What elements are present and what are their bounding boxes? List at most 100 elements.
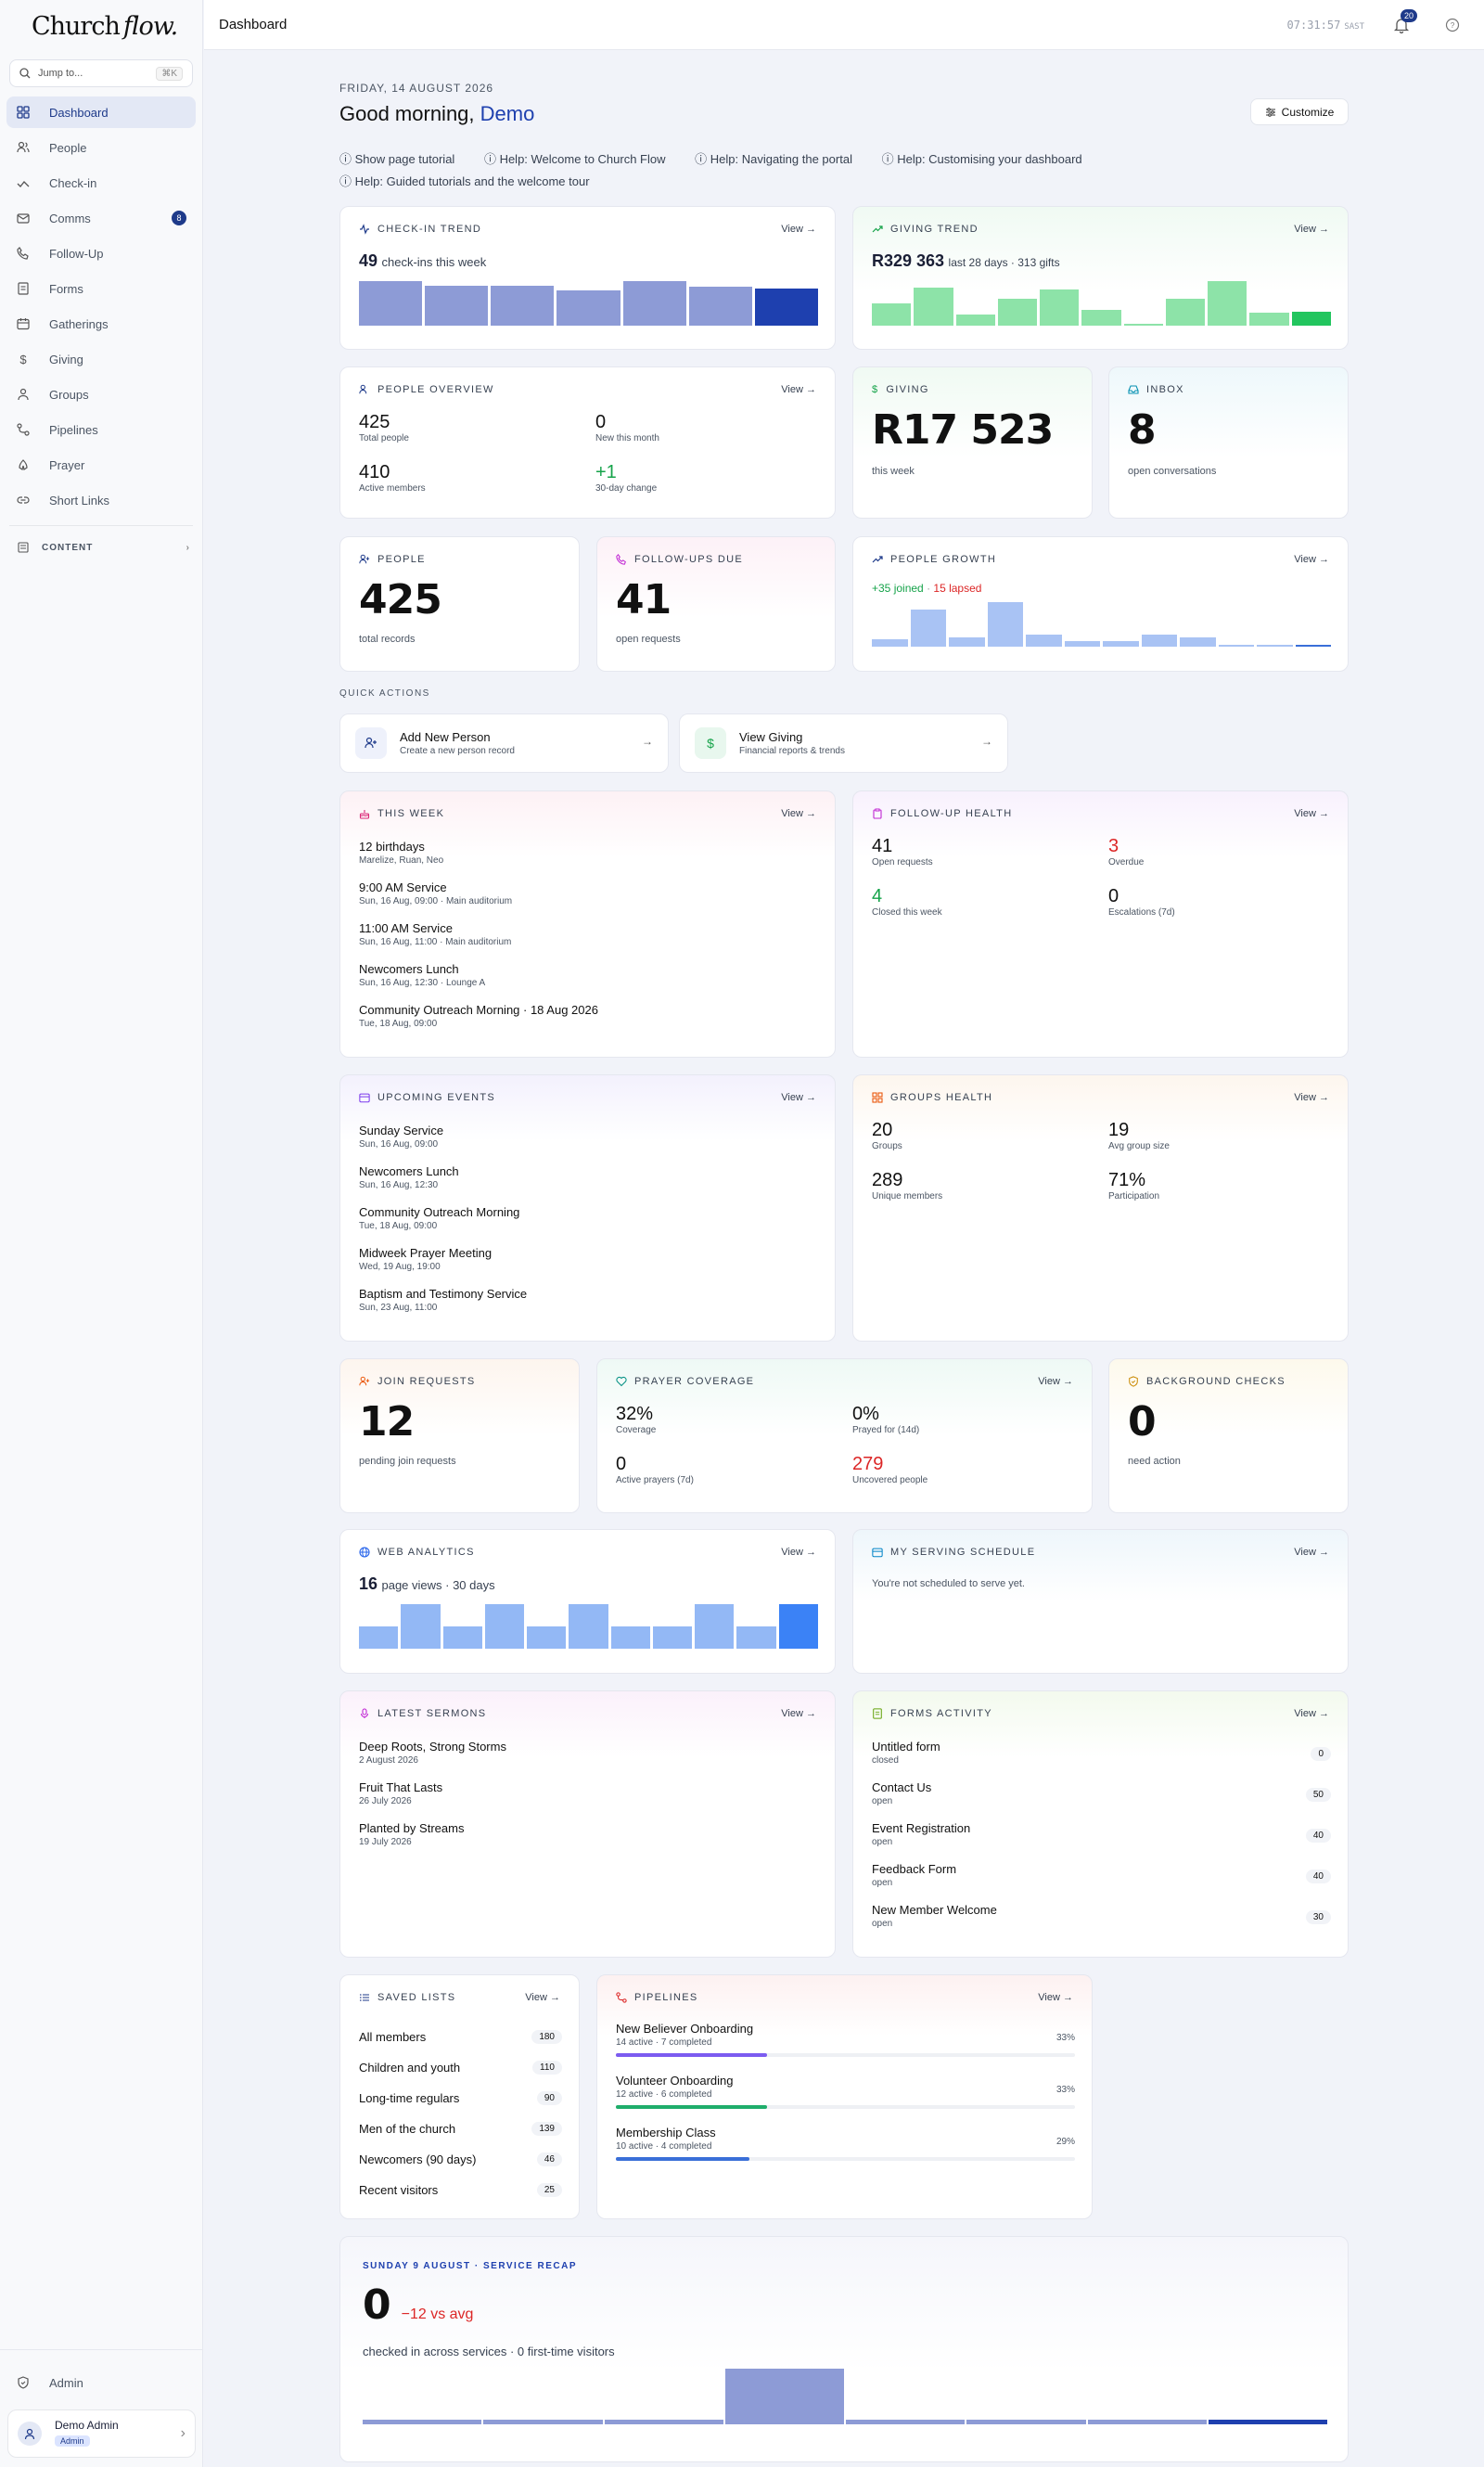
nav-prayer[interactable]: Prayer (6, 449, 196, 481)
list-item[interactable]: Newcomers Lunch Sun, 16 Aug, 12:30 · Loun… (359, 962, 598, 1003)
nav-label: Check-in (49, 175, 97, 190)
stat-value: 289 (872, 1170, 903, 1190)
checkin-bars (359, 281, 818, 326)
view-link[interactable]: View → (1294, 1547, 1329, 1558)
pipeline-progress (616, 2053, 1075, 2057)
help-link[interactable]: ⓘ Help: Welcome to Church Flow (483, 152, 666, 166)
list-item[interactable]: Midweek Prayer Meeting Wed, 19 Aug, 19:00 (359, 1246, 527, 1287)
view-label: View (781, 1708, 803, 1719)
chart-bar (1257, 645, 1293, 647)
nav-followup[interactable]: Follow-Up (6, 238, 196, 269)
card-title: LATEST SERMONS (377, 1708, 487, 1719)
help-link[interactable]: ⓘ Help: Guided tutorials and the welcome… (339, 174, 590, 188)
list-item[interactable]: Community Outreach Morning Tue, 18 Aug, 0… (359, 1205, 527, 1246)
pipeline-percent: 33% (1055, 2085, 1075, 2095)
list-item[interactable]: Recent visitors 25 (359, 2175, 562, 2205)
list-item[interactable]: Planted by Streams 19 July 2026 (359, 1821, 506, 1862)
chart-bar (484, 1604, 525, 1649)
view-link[interactable]: View → (781, 1708, 816, 1719)
giving-label: this week (872, 466, 915, 477)
chart-bar (622, 281, 686, 326)
help-icon[interactable]: ? (1445, 18, 1460, 32)
list-item[interactable]: All members 180 (359, 2022, 562, 2052)
card-title: UPCOMING EVENTS (377, 1092, 496, 1103)
pipeline-row[interactable]: Volunteer Onboarding 12 active · 6 compl… (616, 2074, 1075, 2126)
list-item[interactable]: 12 birthdays Marelize, Ruan, Neo (359, 840, 598, 880)
nav-people[interactable]: People (6, 132, 196, 163)
add-person-action[interactable]: Add New Person Create a new person record… (339, 713, 669, 773)
list-item[interactable]: Untitled form closed 0 (872, 1740, 1331, 1780)
prayer-coverage-card: PRAYER COVERAGE View → 32% Coverage 0% Pra… (596, 1358, 1093, 1513)
card-title: GIVING (886, 384, 929, 395)
list-item[interactable]: Feedback Form open 40 (872, 1862, 1331, 1903)
nav-comms[interactable]: Comms 8 (6, 202, 196, 234)
list-item[interactable]: 11:00 AM Service Sun, 16 Aug, 11:00 · Mai… (359, 921, 598, 962)
item-sub: 10 active · 4 completed (616, 2141, 712, 2152)
nav-divider (9, 525, 193, 526)
pipeline-row[interactable]: Membership Class 10 active · 4 completed… (616, 2126, 1075, 2178)
list-item[interactable]: Contact Us open 50 (872, 1780, 1331, 1821)
item-title: Feedback Form (872, 1862, 957, 1876)
nav-gatherings[interactable]: Gatherings (6, 308, 196, 340)
view-link[interactable]: View → (1294, 1092, 1329, 1103)
nav-pipelines[interactable]: Pipelines (6, 414, 196, 445)
chart-bar (736, 1626, 776, 1649)
logo[interactable]: Church flow. (0, 0, 202, 52)
view-link[interactable]: View → (1294, 554, 1329, 565)
nav-giving[interactable]: $ Giving (6, 343, 196, 375)
view-link[interactable]: View → (781, 1092, 816, 1103)
help-links: ⓘ Show page tutorial ⓘ Help: Welcome to … (339, 148, 1174, 193)
view-link[interactable]: View → (1294, 808, 1329, 819)
view-link[interactable]: View → (1294, 1708, 1329, 1719)
list-item[interactable]: Community Outreach Morning · 18 Aug 2026… (359, 1003, 598, 1044)
card-title: CHECK-IN TREND (377, 224, 482, 235)
main-content: FRIDAY, 14 AUGUST 2026 Good morning, Dem… (204, 50, 1484, 2467)
item-title: Baptism and Testimony Service (359, 1287, 528, 1301)
list-item[interactable]: New Member Welcome open 30 (872, 1903, 1331, 1944)
card-title: PIPELINES (634, 1992, 698, 2003)
nav-checkin[interactable]: Check-in (6, 167, 196, 199)
view-link[interactable]: View → (525, 1992, 560, 2003)
card-title: SAVED LISTS (377, 1992, 456, 2003)
view-link[interactable]: View → (781, 808, 816, 819)
view-link[interactable]: View → (781, 224, 816, 235)
item-title: Newcomers Lunch (359, 962, 459, 976)
list-item[interactable]: 9:00 AM Service Sun, 16 Aug, 09:00 · Main… (359, 880, 598, 921)
nav-dashboard[interactable]: Dashboard (6, 96, 196, 128)
customize-button[interactable]: Customize (1250, 98, 1349, 125)
view-link[interactable]: View → (781, 1547, 816, 1558)
nav-short-links[interactable]: Short Links (6, 484, 196, 516)
view-link[interactable]: View → (1038, 1376, 1073, 1387)
jump-to-search[interactable]: Jump to... ⌘K (9, 59, 193, 87)
pipelines-list: New Believer Onboarding 14 active · 7 co… (616, 2022, 1075, 2178)
nav-groups[interactable]: Groups (6, 379, 196, 410)
list-item[interactable]: Children and youth 110 (359, 2052, 562, 2083)
list-item[interactable]: Event Registration open 40 (872, 1821, 1331, 1862)
view-link[interactable]: View → (1038, 1992, 1073, 2003)
user-card[interactable]: Demo Admin Admin › (7, 2409, 196, 2458)
grid-icon (16, 105, 31, 120)
list-item[interactable]: Sunday Service Sun, 16 Aug, 09:00 (359, 1124, 527, 1164)
stat-closed: 4 Closed this week (872, 886, 942, 918)
pipeline-row[interactable]: New Believer Onboarding 14 active · 7 co… (616, 2022, 1075, 2074)
help-link[interactable]: ⓘ Help: Customising your dashboard (881, 152, 1082, 166)
giving-bars (872, 281, 1331, 326)
list-item[interactable]: Men of the church 139 (359, 2114, 562, 2144)
list-item[interactable]: Fruit That Lasts 26 July 2026 (359, 1780, 506, 1821)
nav-admin[interactable]: Admin (6, 2367, 197, 2398)
view-link[interactable]: View → (781, 384, 816, 395)
list-item[interactable]: Long-time regulars 90 (359, 2083, 562, 2114)
nav-section-content[interactable]: CONTENT › (6, 535, 196, 559)
list-item[interactable]: Baptism and Testimony Service Sun, 23 Aug… (359, 1287, 527, 1328)
chart-bar (425, 286, 489, 326)
view-giving-action[interactable]: $ View Giving Financial reports & trends … (679, 713, 1008, 773)
help-link[interactable]: ⓘ Help: Navigating the portal (695, 152, 852, 166)
list-item[interactable]: Newcomers (90 days) 46 (359, 2144, 562, 2175)
nav-forms[interactable]: Forms (6, 273, 196, 304)
help-link[interactable]: ⓘ Show page tutorial (339, 152, 455, 166)
list-item[interactable]: Deep Roots, Strong Storms 2 August 2026 (359, 1740, 506, 1780)
view-link[interactable]: View → (1294, 224, 1329, 235)
users-icon (16, 140, 31, 155)
people-overview-card: PEOPLE OVERVIEW View → 425 Total people 0… (339, 366, 836, 519)
list-item[interactable]: Newcomers Lunch Sun, 16 Aug, 12:30 (359, 1164, 527, 1205)
